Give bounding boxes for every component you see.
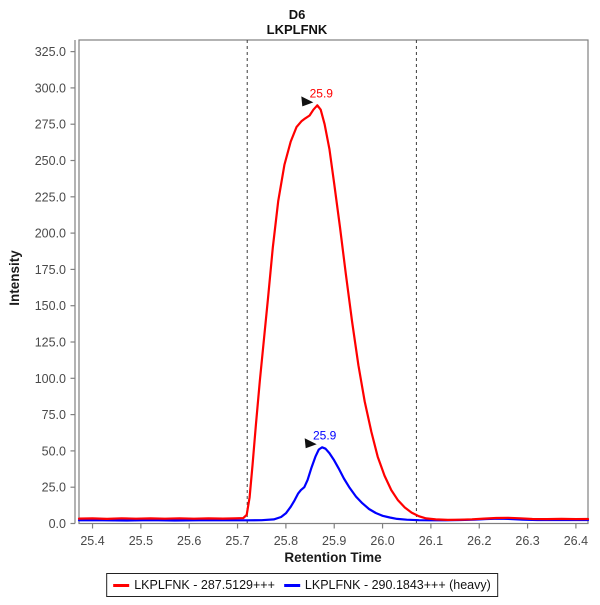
x-tick-label: 25.4	[80, 534, 104, 548]
legend-label-light: LKPLFNK - 287.5129+++	[134, 578, 275, 592]
series-line-heavy	[77, 446, 590, 522]
legend-line-swatch-red	[113, 583, 130, 587]
chart-subtitle: LKPLFNK	[267, 22, 328, 37]
legend-entry-light: LKPLFNK - 287.5129+++	[113, 578, 275, 592]
x-tick-label: 25.9	[322, 534, 346, 548]
peak-annotation-arrow-icon	[304, 438, 317, 449]
y-tick-label: 0.0	[49, 517, 66, 531]
x-axis-title: Retention Time	[284, 550, 382, 565]
y-axis-title: Intensity	[7, 250, 22, 306]
y-tick-label: 275.0	[35, 118, 66, 132]
legend-label-heavy: LKPLFNK - 290.1843+++ (heavy)	[304, 578, 491, 592]
x-tick-label: 25.8	[274, 534, 298, 548]
legend: LKPLFNK - 287.5129+++ LKPLFNK - 290.1843…	[106, 573, 498, 597]
y-tick-label: 25.0	[42, 481, 66, 495]
y-tick-label: 100.0	[35, 372, 66, 386]
peak-annotation-arrow-icon	[301, 96, 314, 107]
series-line-light	[77, 104, 590, 522]
legend-line-swatch-blue	[283, 583, 300, 587]
x-tick-label: 25.7	[225, 534, 249, 548]
x-tick-label: 26.1	[419, 534, 443, 548]
x-tick-label: 25.5	[129, 534, 153, 548]
y-tick-label: 250.0	[35, 154, 66, 168]
y-tick-label: 75.0	[42, 408, 66, 422]
y-tick-label: 325.0	[35, 45, 66, 59]
y-tick-label: 300.0	[35, 81, 66, 95]
peak-annotation-label: 25.9	[310, 86, 334, 100]
chart-title: D6	[289, 7, 306, 22]
y-tick-label: 200.0	[35, 227, 66, 241]
y-tick-label: 225.0	[35, 190, 66, 204]
y-tick-label: 175.0	[35, 263, 66, 277]
y-tick-label: 125.0	[35, 336, 66, 350]
plot-border	[78, 39, 589, 525]
plot-area: 0.0 25.0 50.0 75.0 100.0 125.0 150.0 175.0 200.0…	[35, 39, 590, 548]
x-tick-label: 26.2	[467, 534, 491, 548]
peak-annotation-label: 25.9	[313, 428, 337, 442]
legend-entry-heavy: LKPLFNK - 290.1843+++ (heavy)	[283, 578, 491, 592]
x-tick-label: 25.6	[177, 534, 201, 548]
y-tick-label: 150.0	[35, 299, 66, 313]
x-tick-label: 26.0	[370, 534, 394, 548]
x-tick-label: 26.4	[564, 534, 588, 548]
x-tick-label: 26.3	[515, 534, 539, 548]
y-tick-label: 50.0	[42, 444, 66, 458]
